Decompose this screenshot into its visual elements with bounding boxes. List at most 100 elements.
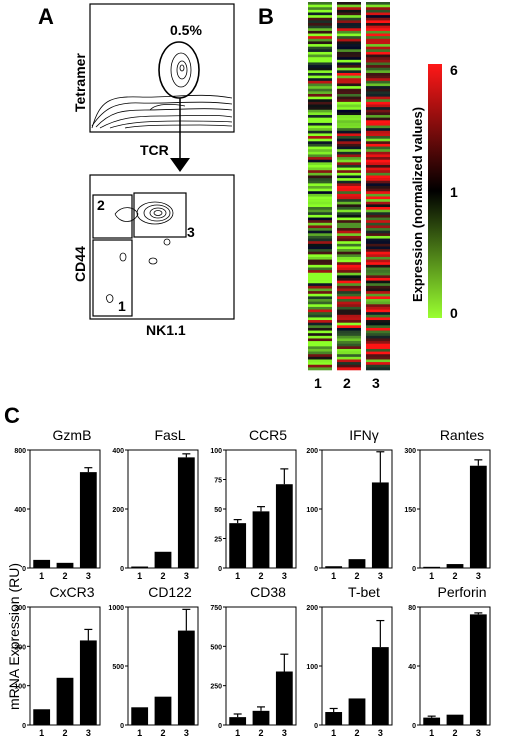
gate-1-box	[92, 239, 133, 317]
x-category-label: 1	[137, 571, 142, 581]
x-category-label: 3	[86, 571, 91, 581]
x-category-label: 2	[258, 728, 263, 738]
gate-2-label: 2	[97, 197, 105, 213]
y-tick-label: 200	[112, 507, 124, 514]
top-plot-frame	[89, 3, 235, 133]
bar	[229, 717, 247, 725]
bar	[371, 647, 389, 725]
tetramer-gate	[158, 41, 200, 99]
x-category-label: 3	[378, 728, 383, 738]
y-tick-label: 80	[408, 605, 416, 612]
bar-chart-title: CCR5	[248, 427, 288, 443]
gate-percent-label: 0.5%	[170, 22, 202, 38]
x-category-label: 2	[354, 571, 359, 581]
y-tick-label: 150	[404, 507, 416, 514]
panel-b-letter: B	[258, 4, 274, 29]
x-category-label: 1	[331, 728, 336, 738]
heatmap	[308, 2, 390, 371]
bar	[154, 551, 172, 568]
bar	[229, 523, 247, 568]
flow-cytometry-plots	[89, 3, 235, 320]
bar-chart-title: CD38	[250, 584, 286, 600]
bottom-plot-frame	[89, 174, 235, 320]
x-category-label: 1	[39, 571, 44, 581]
bar	[371, 482, 389, 568]
bar-chart-plot: 0 400 800 1 2 3	[14, 448, 101, 581]
bar-chart-plot: 0 100 200 1 2 3	[306, 448, 393, 581]
y-tick-label: 0	[314, 566, 318, 573]
bar	[79, 472, 97, 568]
x-category-label: 3	[378, 571, 383, 581]
bar	[423, 717, 441, 725]
x-category-label: 1	[331, 571, 336, 581]
x-category-label: 1	[429, 571, 434, 581]
x-category-label: 1	[39, 728, 44, 738]
x-category-label: 3	[184, 571, 189, 581]
y-tick-label: 1000	[108, 605, 124, 612]
x-category-label: 2	[160, 571, 165, 581]
bar	[33, 559, 51, 568]
bar-chart-title: IFNγ	[349, 427, 379, 443]
gate-2-box	[92, 194, 133, 239]
x-category-label: 3	[282, 571, 287, 581]
bar	[446, 714, 464, 725]
bar	[252, 511, 270, 568]
y-tick-label: 250	[210, 684, 222, 691]
panel-c-letter: C	[4, 403, 20, 428]
bar	[177, 457, 195, 568]
y-tick-label: 0	[218, 723, 222, 730]
y-tick-label: 300	[404, 448, 416, 455]
bar	[131, 566, 149, 568]
x-category-label: 2	[62, 728, 67, 738]
bar	[348, 559, 366, 568]
x-category-label: 2	[354, 728, 359, 738]
heatmap-column	[308, 2, 332, 371]
y-tick-label: 25	[214, 537, 222, 544]
heatmap-col-2: 2	[343, 375, 351, 391]
bar-chart-plot: 0 500 1000 1 2 3	[108, 605, 199, 738]
y-tick-label: 200	[306, 448, 318, 455]
y-tick-label: 75	[214, 478, 222, 485]
heatmap-col-1: 1	[314, 375, 322, 391]
bar	[154, 696, 172, 725]
bar	[325, 566, 343, 568]
bar	[56, 677, 74, 725]
bar	[348, 698, 366, 725]
y-tick-label: 0	[314, 723, 318, 730]
heatmap-column	[366, 2, 390, 371]
bar-chart-plot: 0 100 200 1 2 3	[306, 605, 393, 738]
y-tick-label: 40	[408, 664, 416, 671]
bar-chart-plot: 0 250 500 750 1 2 3	[210, 605, 297, 738]
y-tick-label: 100	[210, 448, 222, 455]
y-tick-label: 0	[218, 566, 222, 573]
legend-tick-0: 0	[450, 305, 458, 321]
bar-chart-title: GzmB	[52, 427, 92, 443]
bar-chart-plot: 0 150 300 1 2 3	[404, 448, 491, 581]
gate-contours	[170, 52, 192, 88]
legend-tick-6: 6	[450, 62, 458, 78]
color-scale-bar	[428, 64, 442, 318]
bar	[131, 707, 149, 725]
y-tick-label: 500	[210, 644, 222, 651]
bar	[325, 712, 343, 725]
y-tick-label: 300	[14, 605, 26, 612]
y-tick-label: 750	[210, 605, 222, 612]
y-tick-label: 0	[412, 723, 416, 730]
x-category-label: 1	[235, 728, 240, 738]
y-tick-label: 100	[14, 684, 26, 691]
y-tick-label: 200	[306, 605, 318, 612]
x-category-label: 1	[429, 728, 434, 738]
bar	[275, 671, 293, 725]
legend-title: Expression (normalized values)	[410, 106, 425, 302]
bar-chart-title: FasL	[154, 427, 186, 443]
bar	[469, 465, 487, 568]
y-tick-label: 0	[412, 566, 416, 573]
bar	[33, 709, 51, 725]
bar	[177, 630, 195, 725]
y-tick-label: 500	[112, 664, 124, 671]
x-category-label: 3	[184, 728, 189, 738]
x-category-label: 3	[86, 728, 91, 738]
y-tick-label: 0	[22, 566, 26, 573]
bar-chart-plot: 0 25 50 75 100 1 2 3	[210, 448, 297, 581]
x-category-label: 2	[452, 571, 457, 581]
